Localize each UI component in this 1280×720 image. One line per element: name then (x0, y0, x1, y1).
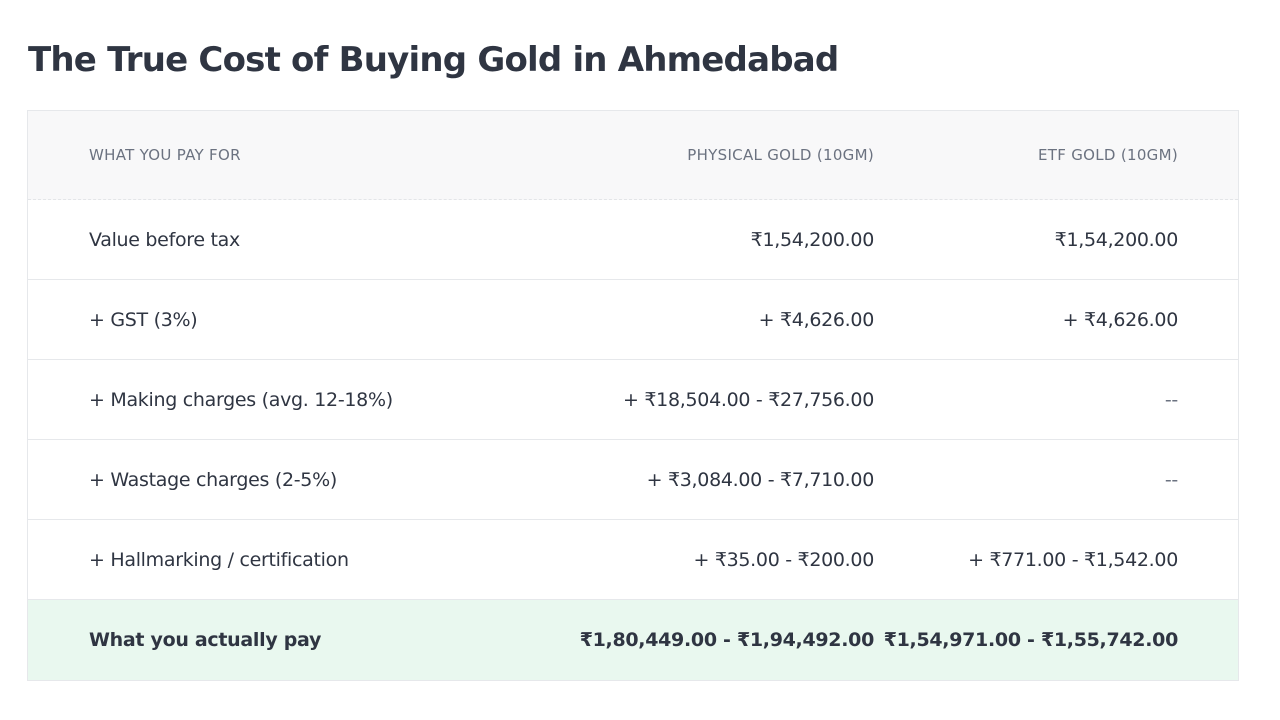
table-row: + Making charges (avg. 12-18%) + ₹18,504… (28, 360, 1238, 440)
etf-gold-value: ₹1,54,200.00 (1054, 228, 1179, 251)
row-label: + Making charges (avg. 12-18%) (89, 388, 393, 411)
physical-gold-value: ₹1,54,200.00 (750, 228, 875, 251)
header-what-you-pay-for: WHAT YOU PAY FOR (89, 146, 241, 164)
header-physical-gold: PHYSICAL GOLD (10GM) (687, 146, 874, 164)
row-label: + Hallmarking / certification (89, 548, 349, 571)
cost-comparison-table: WHAT YOU PAY FOR PHYSICAL GOLD (10GM) ET… (27, 110, 1239, 681)
physical-gold-value: + ₹4,626.00 (758, 308, 875, 331)
physical-gold-total: ₹1,80,449.00 - ₹1,94,492.00 (579, 629, 875, 651)
table-row: + Hallmarking / certification + ₹35.00 -… (28, 520, 1238, 600)
row-label: Value before tax (89, 228, 240, 251)
physical-gold-value: + ₹3,084.00 - ₹7,710.00 (646, 468, 875, 491)
etf-gold-value: -- (1164, 388, 1178, 411)
table-row: + Wastage charges (2-5%) + ₹3,084.00 - ₹… (28, 440, 1238, 520)
etf-gold-value: + ₹771.00 - ₹1,542.00 (968, 548, 1178, 571)
etf-gold-total: ₹1,54,971.00 - ₹1,55,742.00 (883, 629, 1179, 651)
table-row: Value before tax ₹1,54,200.00 ₹1,54,200.… (28, 200, 1238, 280)
header-etf-gold: ETF GOLD (10GM) (1038, 146, 1178, 164)
table-row: + GST (3%) + ₹4,626.00 + ₹4,626.00 (28, 280, 1238, 360)
total-label: What you actually pay (89, 629, 322, 651)
physical-gold-value: + ₹35.00 - ₹200.00 (693, 548, 874, 571)
total-row: What you actually pay ₹1,80,449.00 - ₹1,… (28, 600, 1238, 680)
row-label: + Wastage charges (2-5%) (89, 468, 337, 491)
physical-gold-value: + ₹18,504.00 - ₹27,756.00 (623, 388, 874, 411)
page-title: The True Cost of Buying Gold in Ahmedaba… (28, 40, 839, 80)
etf-gold-value: + ₹4,626.00 (1062, 308, 1179, 331)
row-label: + GST (3%) (89, 308, 198, 331)
table-header-row: WHAT YOU PAY FOR PHYSICAL GOLD (10GM) ET… (28, 111, 1238, 200)
etf-gold-value: -- (1164, 468, 1178, 491)
